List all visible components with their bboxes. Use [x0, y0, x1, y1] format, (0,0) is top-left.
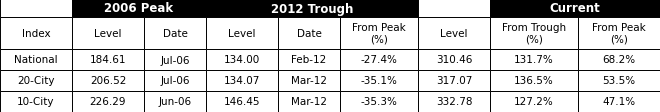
Bar	[0, 91, 72, 112]
Text: Jul-06: Jul-06	[160, 55, 190, 65]
Text: 134.07: 134.07	[224, 76, 260, 86]
Text: 53.5%: 53.5%	[603, 76, 636, 86]
Bar	[418, 50, 490, 70]
Text: Date: Date	[162, 29, 187, 39]
Text: 47.1%: 47.1%	[603, 97, 636, 107]
Bar	[340, 18, 418, 50]
Bar	[0, 50, 72, 70]
Bar	[490, 70, 578, 91]
Text: 2012 Trough: 2012 Trough	[271, 2, 353, 15]
Text: Jul-06: Jul-06	[160, 76, 190, 86]
Text: 332.78: 332.78	[436, 97, 473, 107]
Text: National: National	[14, 55, 58, 65]
Text: -27.4%: -27.4%	[360, 55, 397, 65]
Bar	[206, 50, 278, 70]
Bar	[418, 91, 490, 112]
Bar	[72, 18, 144, 50]
Bar	[144, 50, 206, 70]
Bar	[578, 50, 660, 70]
Text: 206.52: 206.52	[90, 76, 126, 86]
Bar	[340, 70, 418, 91]
Text: Level: Level	[440, 29, 468, 39]
Bar	[0, 0, 72, 18]
Text: Current: Current	[550, 2, 601, 15]
Text: 134.00: 134.00	[224, 55, 260, 65]
Text: 317.07: 317.07	[436, 76, 472, 86]
Text: 136.5%: 136.5%	[514, 76, 554, 86]
Text: 184.61: 184.61	[90, 55, 126, 65]
Text: Feb-12: Feb-12	[291, 55, 327, 65]
Text: 2006 Peak: 2006 Peak	[104, 2, 174, 15]
Bar	[490, 18, 578, 50]
Bar	[340, 91, 418, 112]
Bar	[206, 0, 418, 18]
Bar	[72, 70, 144, 91]
Text: Level: Level	[228, 29, 256, 39]
Text: -35.3%: -35.3%	[360, 97, 397, 107]
Bar	[418, 70, 490, 91]
Bar	[418, 0, 490, 18]
Bar	[418, 18, 490, 50]
Text: From Peak
(%): From Peak (%)	[592, 23, 646, 44]
Bar	[206, 18, 278, 50]
Text: From Trough
(%): From Trough (%)	[502, 23, 566, 44]
Bar	[278, 50, 340, 70]
Bar	[340, 50, 418, 70]
Bar	[0, 18, 72, 50]
Text: Index: Index	[22, 29, 50, 39]
Bar	[490, 91, 578, 112]
Text: 20-City: 20-City	[17, 76, 55, 86]
Text: 10-City: 10-City	[17, 97, 55, 107]
Bar	[72, 50, 144, 70]
Bar	[144, 91, 206, 112]
Bar	[278, 70, 340, 91]
Text: 127.2%: 127.2%	[514, 97, 554, 107]
Bar	[578, 91, 660, 112]
Text: Level: Level	[94, 29, 121, 39]
Text: -35.1%: -35.1%	[360, 76, 397, 86]
Bar	[578, 18, 660, 50]
Text: Mar-12: Mar-12	[291, 97, 327, 107]
Bar	[278, 91, 340, 112]
Text: 146.45: 146.45	[224, 97, 260, 107]
Bar	[72, 91, 144, 112]
Bar	[278, 18, 340, 50]
Bar	[578, 70, 660, 91]
Bar	[144, 70, 206, 91]
Text: 131.7%: 131.7%	[514, 55, 554, 65]
Bar	[206, 70, 278, 91]
Text: 310.46: 310.46	[436, 55, 472, 65]
Bar	[0, 70, 72, 91]
Text: Mar-12: Mar-12	[291, 76, 327, 86]
Text: 68.2%: 68.2%	[603, 55, 636, 65]
Text: Date: Date	[296, 29, 321, 39]
Text: Jun-06: Jun-06	[158, 97, 191, 107]
Bar	[490, 50, 578, 70]
Bar	[144, 18, 206, 50]
Bar	[490, 0, 660, 18]
Text: 226.29: 226.29	[90, 97, 126, 107]
Bar	[206, 91, 278, 112]
Text: From Peak
(%): From Peak (%)	[352, 23, 406, 44]
Bar	[72, 0, 206, 18]
